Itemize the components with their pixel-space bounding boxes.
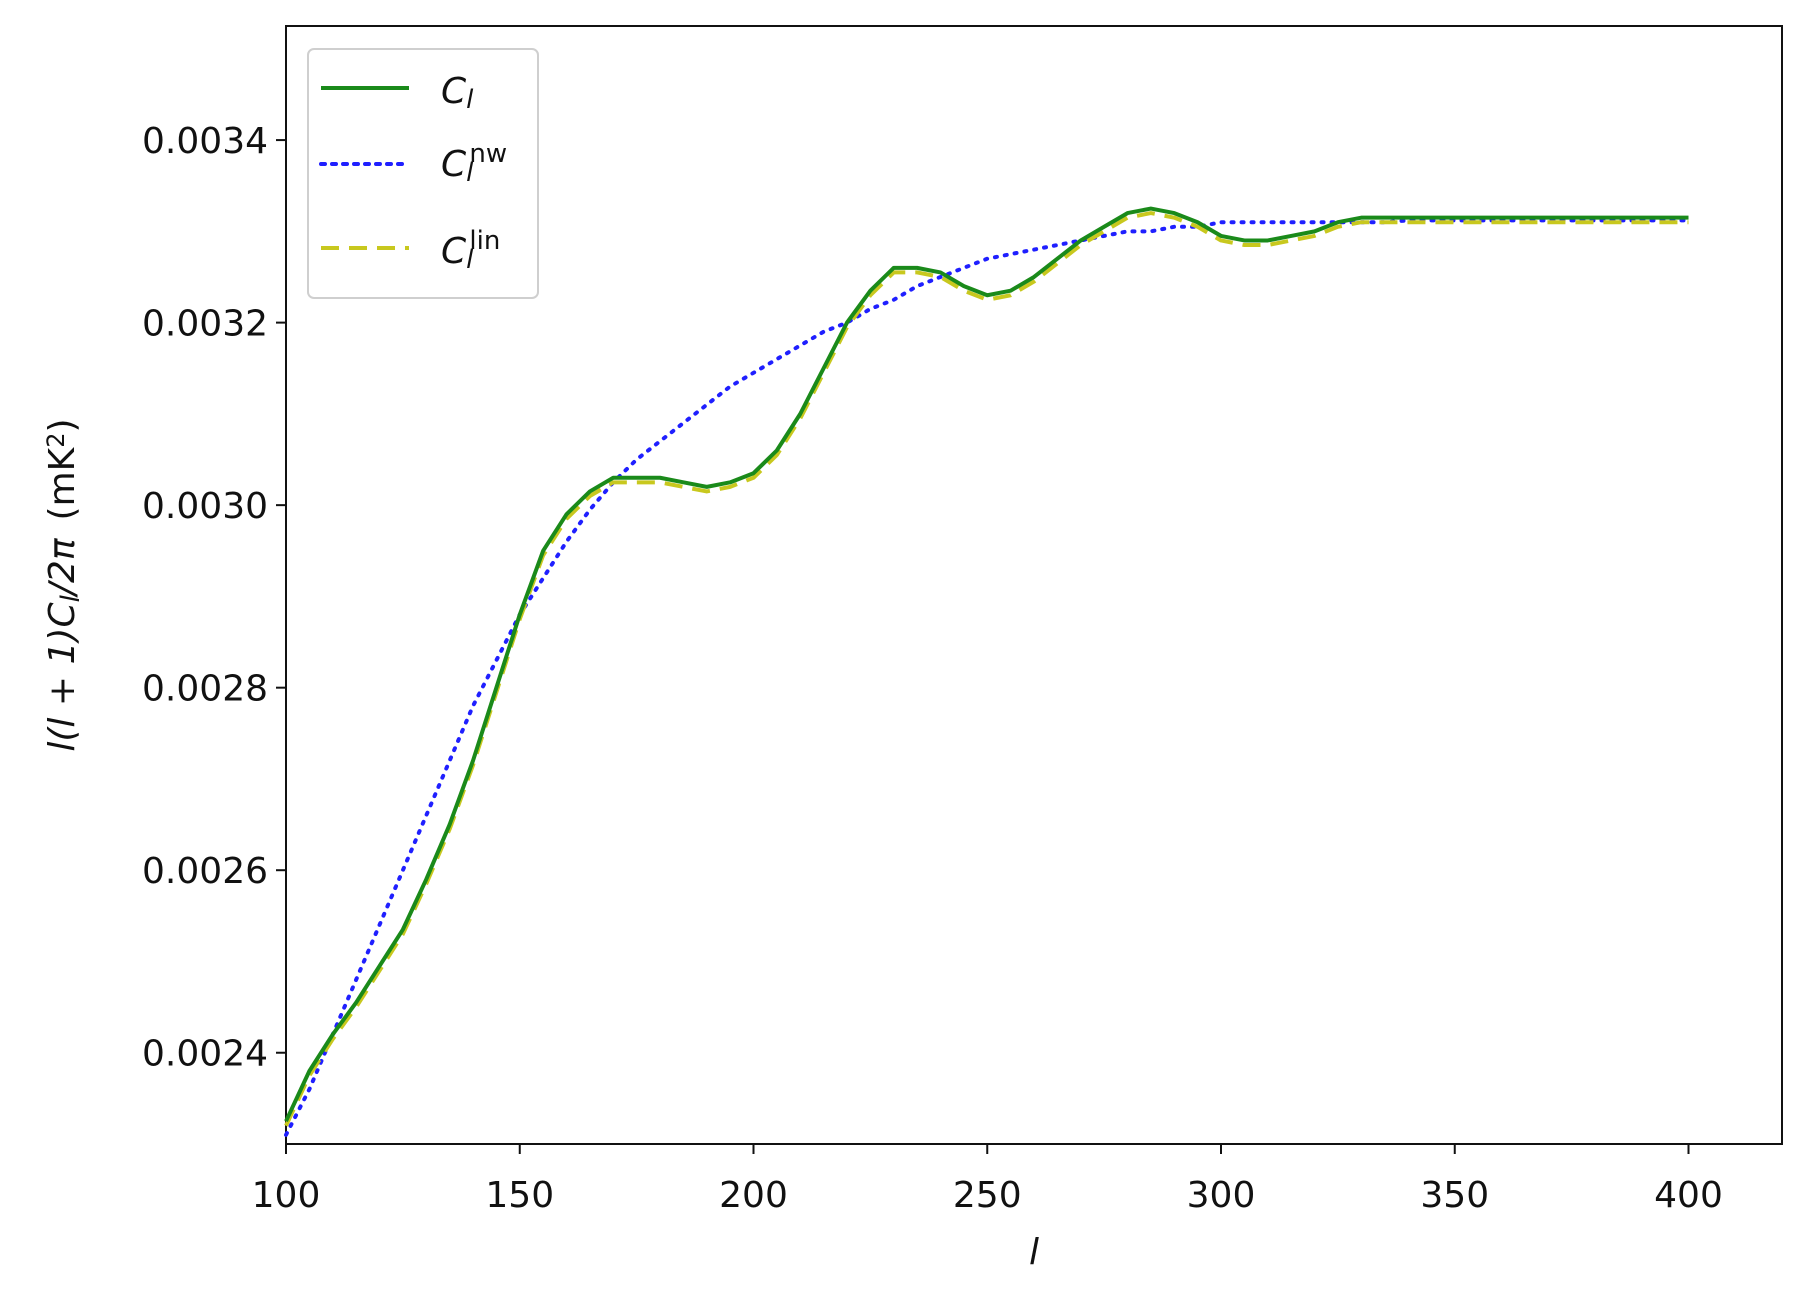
legend-label-cllin-sup: lin — [469, 226, 500, 256]
plot-area — [285, 25, 1783, 1145]
y-axis-ticks: 0.0024 0.0026 0.0028 0.0030 0.0032 0.0034 — [142, 121, 286, 1075]
x-axis-ticks: 100 150 200 250 300 350 400 — [252, 1144, 1723, 1216]
legend-label-clnw: Clnw — [441, 139, 507, 188]
y-tick-label: 0.0032 — [142, 304, 268, 345]
x-tick-label: 150 — [485, 1175, 554, 1216]
legend-label-cl: Cl — [441, 71, 474, 115]
y-axis-label-prefix: l(l + 1) — [42, 628, 83, 752]
y-tick-label: 0.0028 — [142, 669, 268, 710]
legend-label-clnw-sup: nw — [469, 139, 507, 169]
legend-label-cllin-main: C — [441, 231, 467, 272]
legend-label-cllin: Cllin — [441, 226, 500, 275]
x-axis-label: l — [1029, 1232, 1039, 1273]
y-axis-label-unit-after: ) — [42, 418, 83, 432]
legend-box — [307, 48, 539, 299]
legend-label-cl-sub: l — [466, 85, 474, 115]
series-layer — [284, 206, 1691, 1137]
y-axis-label-unit-sup: 2 — [42, 432, 70, 447]
x-tick-label: 250 — [953, 1175, 1022, 1216]
x-tick-label: 400 — [1654, 1175, 1723, 1216]
legend: Cl Clnw Cllin — [307, 48, 539, 299]
legend-label-cl-main: C — [441, 71, 467, 112]
y-axis-label: l(l + 1)Cl/2π (mK2) — [42, 418, 86, 751]
y-tick-label: 0.0030 — [142, 486, 268, 527]
x-tick-label: 300 — [1187, 1175, 1256, 1216]
series-line-c-l — [284, 206, 1689, 1123]
y-tick-label: 0.0026 — [142, 851, 268, 892]
x-tick-label: 100 — [252, 1175, 321, 1216]
legend-label-clnw-main: C — [441, 144, 467, 185]
y-tick-label: 0.0024 — [142, 1034, 268, 1075]
y-axis-label-sub: l — [56, 594, 86, 602]
y-axis-label-after: /2π — [42, 537, 83, 598]
axes-frame — [285, 25, 1783, 1145]
y-axis-label-c: C — [42, 602, 83, 628]
x-tick-label: 200 — [719, 1175, 788, 1216]
legend-label-clnw-sub: l — [466, 158, 474, 188]
y-tick-label: 0.0034 — [142, 121, 268, 162]
legend-label-cllin-sub: l — [466, 245, 474, 275]
x-tick-label: 350 — [1420, 1175, 1489, 1216]
y-axis-label-unit-before: (mK — [42, 446, 83, 520]
